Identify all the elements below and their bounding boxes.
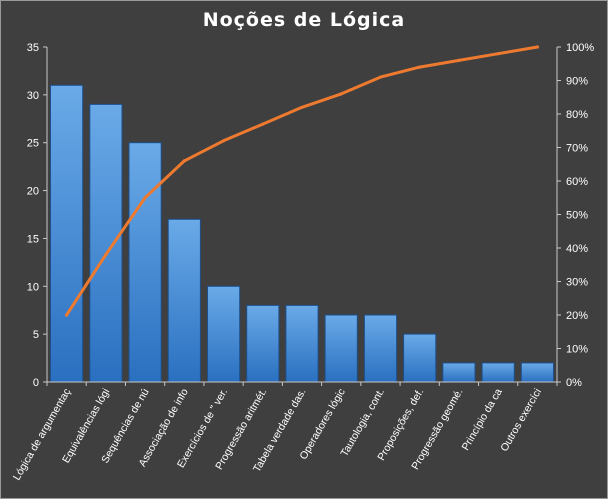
bar-3 bbox=[167, 218, 201, 383]
line-point-5 bbox=[261, 122, 265, 126]
line-point-12 bbox=[535, 45, 540, 49]
line-point-8 bbox=[378, 75, 383, 79]
y2-tick-label-7: 70% bbox=[566, 143, 588, 155]
line-point-10 bbox=[457, 58, 461, 63]
y2-tick-label-3: 30% bbox=[566, 277, 588, 289]
bar-5 bbox=[246, 304, 280, 383]
x-category-label-0: Lógica de argumentaç bbox=[11, 387, 73, 483]
line-point-0 bbox=[65, 313, 69, 317]
line-point-3 bbox=[182, 159, 186, 163]
cumulative-line-layer bbox=[65, 45, 540, 317]
bar-2 bbox=[128, 142, 162, 383]
y2-tick-label-0: 0% bbox=[566, 377, 582, 389]
y-tick-label-4: 20 bbox=[27, 186, 39, 198]
bar-12 bbox=[520, 362, 554, 383]
y-tick-label-5: 25 bbox=[27, 138, 39, 150]
bars-layer bbox=[50, 84, 554, 383]
bar-11 bbox=[481, 362, 515, 383]
y-tick-label-7: 35 bbox=[27, 42, 39, 54]
x-category-label-12: Outros exercíci bbox=[498, 387, 544, 454]
y2-tick-label-5: 50% bbox=[566, 210, 588, 222]
bar-0 bbox=[50, 84, 84, 383]
y2-tick-label-4: 40% bbox=[566, 243, 588, 255]
bar-8 bbox=[363, 314, 398, 383]
y2-tick-label-1: 10% bbox=[566, 344, 588, 356]
line-point-9 bbox=[418, 65, 422, 69]
y2-tick-label-6: 60% bbox=[566, 176, 588, 188]
bar-9 bbox=[403, 333, 437, 383]
chart-title: Noções de Lógica bbox=[202, 9, 406, 31]
y2-tick-label-10: 100% bbox=[566, 42, 594, 54]
bar-4 bbox=[207, 285, 241, 383]
bar-10 bbox=[442, 362, 476, 383]
axes-layer bbox=[43, 46, 561, 386]
line-point-1 bbox=[104, 253, 108, 257]
line-point-11 bbox=[496, 52, 500, 56]
y-tick-label-0: 0 bbox=[33, 377, 39, 389]
y2-tick-label-8: 80% bbox=[566, 109, 588, 121]
line-point-2 bbox=[143, 196, 147, 200]
y-tick-label-3: 15 bbox=[27, 233, 39, 245]
x-category-label-11: Princípio da ca bbox=[460, 386, 505, 452]
y-tick-label-1: 5 bbox=[33, 329, 39, 341]
line-point-7 bbox=[339, 92, 343, 96]
y-tick-label-6: 30 bbox=[27, 90, 39, 102]
line-point-4 bbox=[221, 139, 226, 143]
y-tick-label-2: 10 bbox=[27, 281, 39, 293]
bar-1 bbox=[89, 103, 123, 383]
tick-labels-layer: 0 5 10 15 20 25 30 35 0% 10% 20% 30% 40% 50% 60% 70% 80%… bbox=[27, 42, 595, 389]
bar-7 bbox=[324, 314, 358, 383]
y2-tick-label-2: 20% bbox=[566, 310, 588, 322]
line-point-6 bbox=[300, 105, 304, 109]
y2-tick-label-9: 90% bbox=[566, 76, 588, 88]
bar-6 bbox=[285, 304, 319, 383]
